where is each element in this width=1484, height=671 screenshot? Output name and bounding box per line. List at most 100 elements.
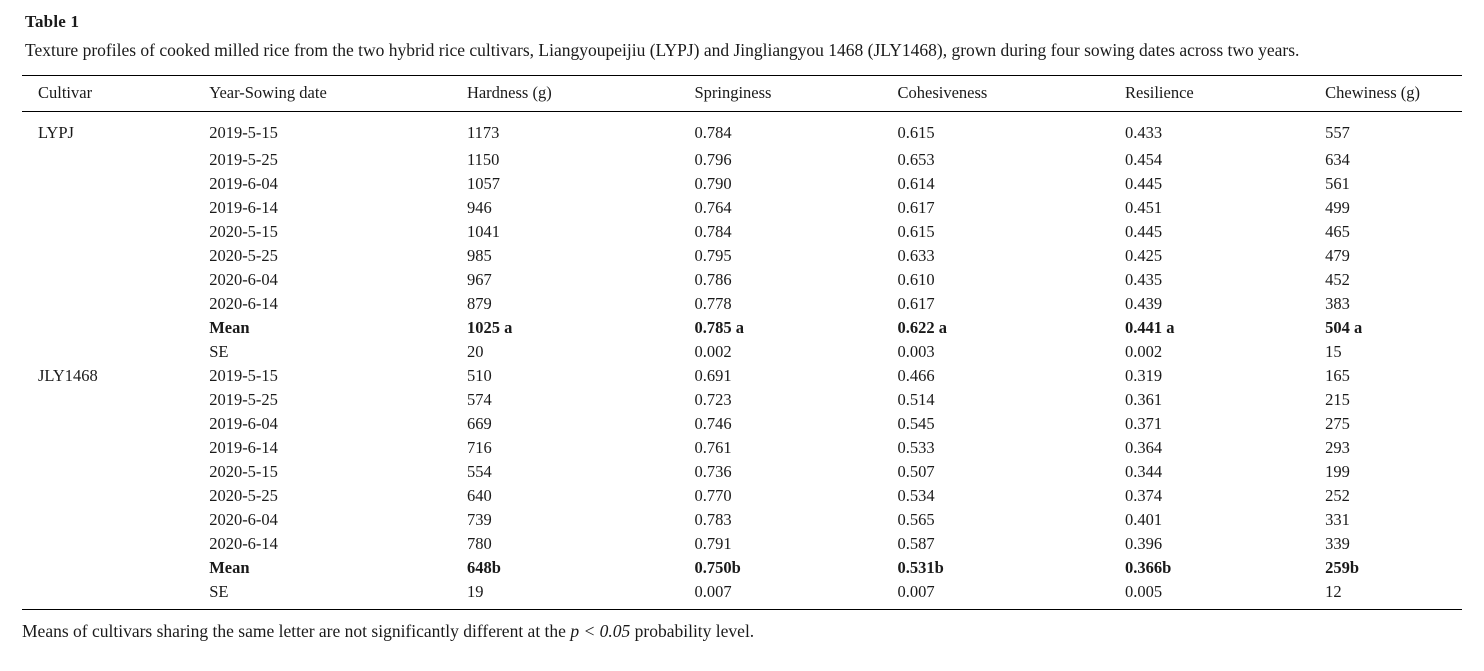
resilience-cell: 0.319 — [1125, 365, 1163, 385]
column-header-year-sowing-date: Year-Sowing date — [209, 75, 467, 112]
springiness-cell: 0.785 a — [694, 317, 744, 337]
cohesiveness-cell: 0.615 — [897, 122, 935, 142]
table-row: 2020-5-15 554 0.736 0.507 0.344 199 — [22, 460, 1462, 484]
cohesiveness-cell: 0.531b — [897, 557, 944, 577]
year-sowing-date-cell: 2019-6-14 — [209, 197, 278, 217]
year-sowing-date-cell: 2020-6-04 — [209, 509, 278, 529]
springiness-cell: 0.723 — [694, 389, 732, 409]
springiness-cell: 0.764 — [694, 197, 732, 217]
year-sowing-date-cell: 2019-6-04 — [209, 173, 278, 193]
hardness-cell: 967 — [466, 269, 492, 289]
table-row: SE 20 0.002 0.003 0.002 15 — [22, 340, 1462, 364]
table-row: 2019-6-14 946 0.764 0.617 0.451 499 — [22, 196, 1462, 220]
resilience-cell: 0.401 — [1125, 509, 1163, 529]
springiness-cell: 0.795 — [694, 245, 732, 265]
table-row: 2019-6-14 716 0.761 0.533 0.364 293 — [22, 436, 1462, 460]
cohesiveness-cell: 0.534 — [897, 485, 935, 505]
cultivar-cell — [22, 556, 209, 580]
table-row: 2019-5-25 574 0.723 0.514 0.361 215 — [22, 388, 1462, 412]
table-row: 2020-5-15 1041 0.784 0.615 0.445 465 — [22, 220, 1462, 244]
table-row: 2020-6-14 879 0.778 0.617 0.439 383 — [22, 292, 1462, 316]
table-footnote: Means of cultivars sharing the same lett… — [22, 619, 1462, 644]
springiness-cell: 0.786 — [694, 269, 732, 289]
springiness-cell: 0.791 — [694, 533, 732, 553]
year-sowing-date-cell: 2020-5-25 — [209, 485, 278, 505]
hardness-cell: 1025 a — [466, 317, 513, 337]
year-sowing-date-cell: 2019-5-15 — [209, 365, 278, 385]
resilience-cell: 0.361 — [1125, 389, 1163, 409]
table-row: 2020-5-25 640 0.770 0.534 0.374 252 — [22, 484, 1462, 508]
cohesiveness-cell: 0.615 — [897, 221, 935, 241]
table-row: 2020-6-04 739 0.783 0.565 0.401 331 — [22, 508, 1462, 532]
column-header-hardness: Hardness (g) — [466, 75, 695, 112]
table-header-row: Cultivar Year-Sowing date Hardness (g) S… — [22, 75, 1462, 112]
resilience-cell: 0.435 — [1125, 269, 1163, 289]
chewiness-cell: 499 — [1325, 197, 1350, 217]
cultivar-cell — [22, 148, 209, 172]
year-sowing-date-cell: 2019-5-15 — [209, 122, 278, 142]
chewiness-cell: 12 — [1325, 581, 1342, 601]
year-sowing-date-cell: 2019-6-04 — [209, 413, 278, 433]
cohesiveness-cell: 0.614 — [897, 173, 935, 193]
footnote-text: Means of cultivars sharing the same lett… — [22, 620, 571, 641]
year-sowing-date-cell: Mean — [209, 317, 250, 337]
hardness-cell: 554 — [466, 461, 492, 481]
springiness-cell: 0.761 — [694, 437, 732, 457]
year-sowing-date-cell: 2019-6-14 — [209, 437, 278, 457]
resilience-cell: 0.366b — [1125, 557, 1172, 577]
resilience-cell: 0.445 — [1125, 221, 1163, 241]
cultivar-cell — [22, 532, 209, 556]
cultivar-cell — [22, 172, 209, 196]
hardness-cell: 510 — [466, 365, 492, 385]
table-row: 2020-6-14 780 0.791 0.587 0.396 339 — [22, 532, 1462, 556]
cohesiveness-cell: 0.610 — [897, 269, 935, 289]
resilience-cell: 0.445 — [1125, 173, 1163, 193]
resilience-cell: 0.002 — [1125, 341, 1163, 361]
column-header-resilience: Resilience — [1125, 75, 1326, 112]
cohesiveness-cell: 0.653 — [897, 149, 935, 169]
cohesiveness-cell: 0.007 — [897, 581, 935, 601]
table-row: Mean 648b 0.750b 0.531b 0.366b 259b — [22, 556, 1462, 580]
chewiness-cell: 465 — [1325, 221, 1350, 241]
year-sowing-date-cell: 2020-6-04 — [209, 269, 278, 289]
hardness-cell: 640 — [466, 485, 492, 505]
cultivar-cell — [22, 292, 209, 316]
cohesiveness-cell: 0.533 — [897, 437, 935, 457]
cultivar-cell: JLY1468 — [38, 365, 98, 385]
chewiness-cell: 293 — [1325, 437, 1350, 457]
cultivar-cell — [22, 460, 209, 484]
chewiness-cell: 339 — [1325, 533, 1350, 553]
cultivar-cell — [22, 340, 209, 364]
springiness-cell: 0.007 — [694, 581, 732, 601]
year-sowing-date-cell: 2020-6-14 — [209, 293, 278, 313]
springiness-cell: 0.783 — [694, 509, 732, 529]
springiness-cell: 0.778 — [694, 293, 732, 313]
footnote-text-end: probability level. — [630, 620, 755, 641]
cohesiveness-cell: 0.587 — [897, 533, 935, 553]
cultivar-cell — [22, 436, 209, 460]
cultivar-cell — [22, 316, 209, 340]
table-row: Mean 1025 a 0.785 a 0.622 a 0.441 a 504 a — [22, 316, 1462, 340]
springiness-cell: 0.746 — [694, 413, 732, 433]
hardness-cell: 1041 — [466, 221, 500, 241]
hardness-cell: 739 — [466, 509, 492, 529]
resilience-cell: 0.374 — [1125, 485, 1163, 505]
hardness-cell: 19 — [466, 581, 484, 601]
chewiness-cell: 479 — [1325, 245, 1350, 265]
cohesiveness-cell: 0.003 — [897, 341, 935, 361]
column-header-springiness: Springiness — [694, 75, 898, 112]
table-row: JLY1468 2019-5-15 510 0.691 0.466 0.319 165 — [22, 364, 1462, 388]
year-sowing-date-cell: 2020-6-14 — [209, 533, 278, 553]
table-row: 2020-5-25 985 0.795 0.633 0.425 479 — [22, 244, 1462, 268]
cohesiveness-cell: 0.545 — [897, 413, 935, 433]
chewiness-cell: 383 — [1325, 293, 1350, 313]
year-sowing-date-cell: SE — [209, 341, 229, 361]
springiness-cell: 0.770 — [694, 485, 732, 505]
springiness-cell: 0.002 — [694, 341, 732, 361]
column-header-chewiness: Chewiness (g) — [1325, 75, 1462, 112]
chewiness-cell: 252 — [1325, 485, 1350, 505]
cultivar-cell — [22, 508, 209, 532]
cultivar-cell — [22, 244, 209, 268]
chewiness-cell: 215 — [1325, 389, 1350, 409]
